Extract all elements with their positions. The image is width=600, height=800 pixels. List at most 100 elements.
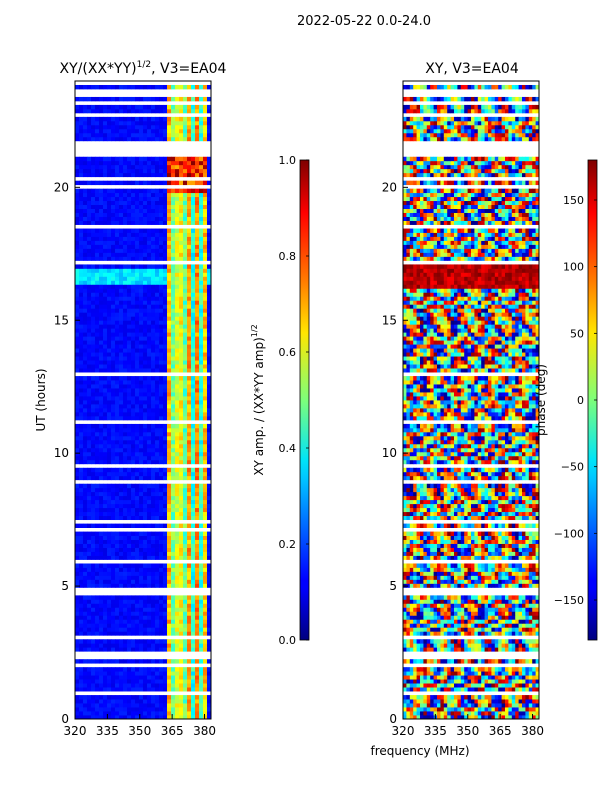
amp-cell: [203, 683, 208, 688]
amp-cell: [143, 348, 148, 353]
amp-cell: [151, 396, 156, 401]
amp-cell: [195, 695, 200, 700]
amp-cell: [119, 316, 124, 321]
amp-cell: [151, 499, 156, 505]
amp-cell: [127, 396, 132, 401]
amp-cell: [111, 487, 116, 493]
amp-cell: [95, 707, 100, 712]
amp-cell: [199, 667, 204, 672]
amp-cell: [87, 627, 92, 632]
amp-cell: [159, 272, 164, 277]
amp-cell: [195, 296, 200, 301]
amp-cell: [123, 380, 128, 385]
amp-cell: [95, 156, 100, 162]
amp-cell: [95, 300, 100, 305]
amp-cell: [167, 547, 172, 552]
amp-cell: [139, 407, 144, 413]
amp-cell: [87, 380, 92, 385]
amp-cell: [111, 252, 116, 257]
amp-cell: [147, 551, 152, 556]
amp-cell: [119, 407, 124, 413]
amp-cell: [127, 575, 132, 580]
amp-cell: [111, 595, 116, 600]
amp-cell: [123, 352, 128, 357]
amp-cell: [135, 503, 140, 509]
amp-cell: [91, 332, 96, 337]
amp-cell: [91, 443, 96, 449]
amp-cell: [171, 715, 176, 720]
amp-cell: [127, 675, 132, 680]
amp-cell: [107, 439, 112, 445]
amp-cell: [131, 623, 136, 628]
amp-cell: [175, 607, 180, 612]
amp-cell: [167, 344, 172, 349]
amp-cell: [183, 268, 188, 273]
amp-cell: [171, 116, 176, 122]
amp-cell: [139, 427, 144, 433]
amp-cell: [179, 531, 184, 536]
amp-cell: [199, 491, 204, 497]
amp-cell: [199, 595, 204, 600]
amp-cell: [103, 431, 108, 437]
amp-cell: [99, 443, 104, 449]
amp-cell: [123, 196, 128, 202]
amp-cell: [127, 156, 132, 162]
amp-cell: [95, 623, 100, 628]
xtick-label: 320: [64, 724, 87, 738]
amp-cell: [111, 683, 116, 688]
amp-cell: [199, 511, 204, 517]
amp-cell: [91, 615, 96, 620]
amp-cell: [99, 168, 104, 174]
amp-cell: [175, 491, 180, 497]
amp-cell: [167, 707, 172, 712]
amp-cell: [139, 659, 144, 664]
amp-cell: [103, 611, 108, 616]
amp-cell: [139, 551, 144, 556]
amp-cell: [195, 567, 200, 572]
amp-cell: [199, 403, 204, 409]
amp-cell: [191, 388, 196, 393]
amp-cell: [143, 240, 148, 245]
amp-cell: [187, 84, 192, 90]
amp-cell: [83, 455, 88, 461]
amp-cell: [75, 707, 80, 712]
amp-cell: [203, 619, 208, 624]
amp-cell: [135, 244, 140, 249]
amp-cell: [175, 423, 180, 429]
amp-cell: [135, 447, 140, 453]
amp-cell: [91, 647, 96, 652]
amp-cell: [191, 196, 196, 202]
amp-cell: [107, 543, 112, 548]
amp-cell: [143, 384, 148, 389]
amp-cell: [203, 296, 208, 301]
amp-cell: [199, 220, 204, 225]
amp-cell: [139, 507, 144, 513]
amp-cell: [167, 703, 172, 708]
amp-cell: [111, 128, 116, 134]
amp-cell: [79, 607, 84, 612]
amp-cell: [131, 643, 136, 648]
amp-cell: [95, 687, 100, 692]
amp-title-exponent: 1/2: [137, 60, 151, 70]
amp-cell: [127, 567, 132, 572]
amp-cell: [203, 707, 208, 712]
amp-cell: [103, 511, 108, 517]
amp-cell: [163, 595, 168, 600]
phase-cell: [409, 695, 414, 700]
phase-cell: [467, 715, 472, 720]
phase-cell: [477, 683, 482, 688]
amp-cell: [143, 388, 148, 393]
amp-cell: [179, 324, 184, 329]
amp-cell: [119, 132, 124, 138]
amp-cell: [83, 403, 88, 409]
amp-cell: [159, 348, 164, 353]
amp-cell: [119, 695, 124, 700]
amp-cell: [111, 120, 116, 126]
amp-cell: [159, 571, 164, 576]
amp-cell: [131, 296, 136, 301]
amp-cell: [95, 172, 100, 178]
amp-cell: [127, 288, 132, 293]
amp-cell: [103, 348, 108, 353]
amp-cell: [199, 435, 204, 441]
amp-cell: [191, 132, 196, 138]
